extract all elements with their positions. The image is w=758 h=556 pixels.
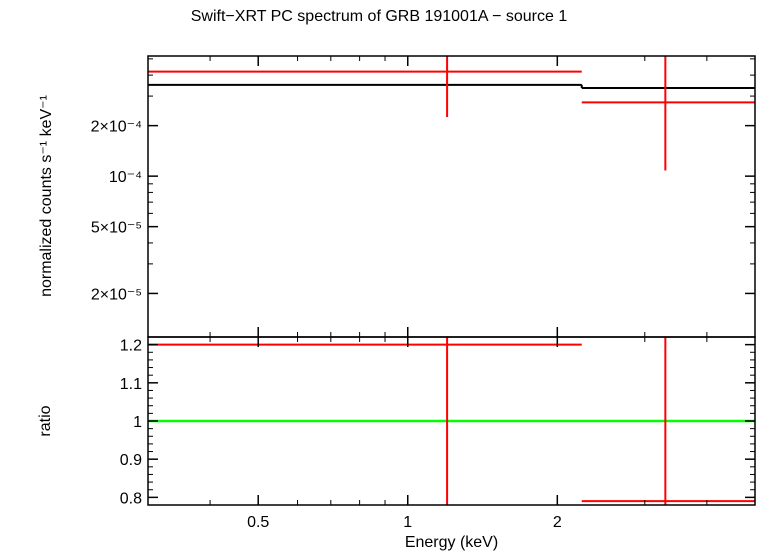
spectrum-y-tick-label: 10⁻⁴ bbox=[109, 169, 142, 186]
spectrum-y-tick-label: 2×10⁻⁵ bbox=[91, 286, 142, 303]
chart-title: Swift−XRT PC spectrum of GRB 191001A − s… bbox=[190, 8, 568, 25]
ratio-y-tick-label: 0.8 bbox=[120, 490, 142, 507]
spectrum-y-tick-label: 5×10⁻⁵ bbox=[91, 220, 142, 237]
x-tick-label: 1 bbox=[403, 514, 412, 531]
x-axis-label: Energy (keV) bbox=[404, 534, 499, 551]
x-tick-label: 2 bbox=[553, 514, 562, 531]
ratio-y-tick-label: 1.2 bbox=[120, 338, 142, 355]
spectrum-y-tick-label: 2×10⁻⁴ bbox=[91, 119, 142, 136]
ratio-y-tick-label: 1.1 bbox=[120, 376, 142, 393]
x-tick-label: 0.5 bbox=[247, 514, 269, 531]
ratio-y-tick-label: 1 bbox=[133, 414, 142, 431]
ratio-y-tick-label: 0.9 bbox=[120, 452, 142, 469]
spectrum-frame bbox=[147, 55, 756, 338]
